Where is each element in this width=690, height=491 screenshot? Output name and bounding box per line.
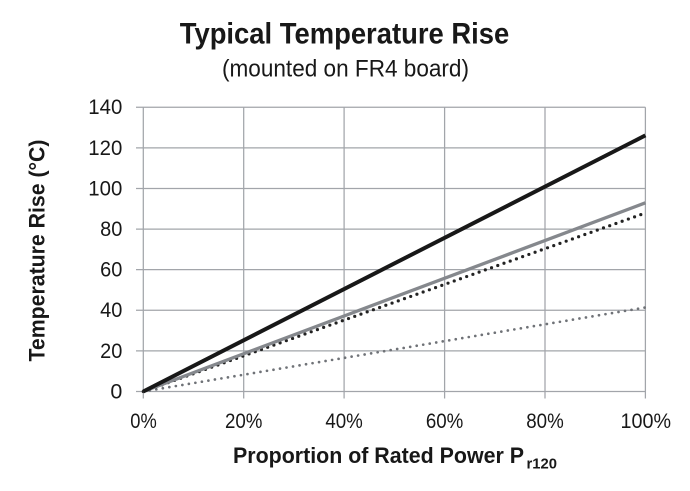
svg-text:20: 20	[100, 339, 122, 363]
svg-text:80%: 80%	[526, 409, 564, 433]
svg-text:r120: r120	[527, 457, 558, 473]
svg-text:60%: 60%	[426, 409, 464, 433]
svg-text:Typical Temperature Rise: Typical Temperature Rise	[180, 18, 510, 51]
svg-text:Proportion of Rated Power P: Proportion of Rated Power P	[233, 443, 524, 468]
svg-text:20%: 20%	[225, 409, 263, 433]
svg-text:140: 140	[88, 95, 122, 119]
svg-text:120: 120	[88, 136, 122, 160]
svg-text:40%: 40%	[325, 409, 363, 433]
svg-text:80: 80	[100, 217, 122, 241]
svg-text:0: 0	[110, 379, 122, 403]
svg-text:0%: 0%	[130, 409, 157, 433]
svg-text:40: 40	[100, 298, 122, 322]
svg-text:100: 100	[88, 176, 122, 200]
svg-text:(mounted on FR4 board): (mounted on FR4 board)	[222, 55, 469, 82]
svg-text:Temperature Rise (°C): Temperature Rise (°C)	[25, 140, 50, 362]
svg-text:60: 60	[100, 258, 122, 282]
svg-text:100%: 100%	[621, 409, 672, 433]
